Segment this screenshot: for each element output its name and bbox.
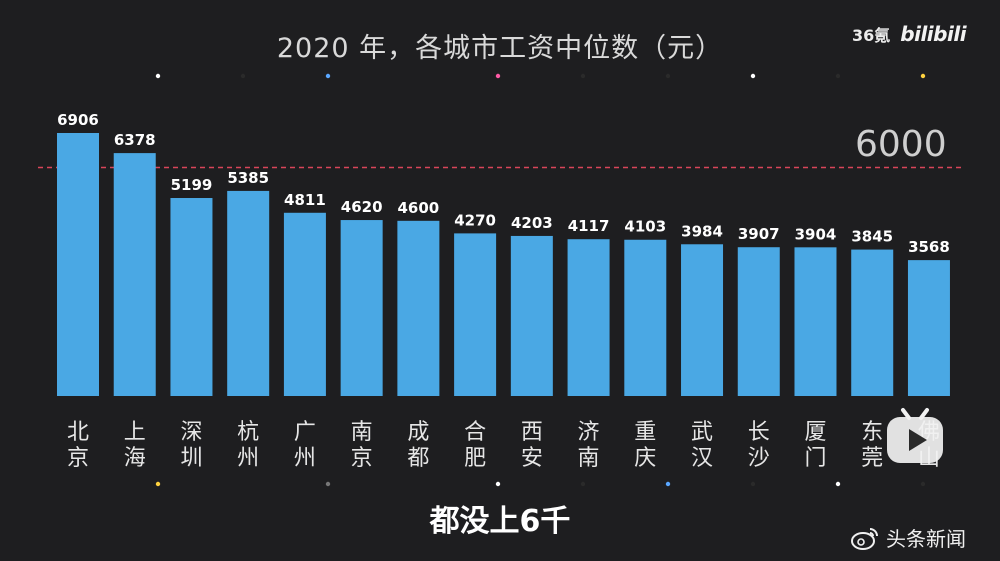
category-label: 肥 (464, 446, 486, 471)
category-label: 成 (407, 420, 429, 445)
subtitle-caption: 都没上6千 (429, 504, 571, 539)
category-label: 杭 (237, 420, 259, 445)
category-label: 庆 (634, 446, 656, 471)
decorative-dot (580, 481, 586, 487)
bar-value-label: 4103 (624, 218, 666, 236)
bilibili-tv-play-icon[interactable] (883, 404, 947, 468)
decorative-dot (835, 481, 841, 487)
bar-value-label: 6906 (57, 111, 99, 129)
bar (567, 239, 610, 396)
watermark-text: 头条新闻 (886, 527, 966, 551)
decorative-dot (835, 73, 841, 79)
decorative-dot (665, 481, 671, 487)
decorative-dot (495, 73, 501, 79)
bar-value-label: 4270 (454, 211, 496, 229)
category-label: 武 (691, 420, 713, 445)
category-label: 南 (578, 446, 600, 471)
bar (57, 133, 99, 396)
category-label: 东 (861, 420, 883, 445)
bar (340, 220, 383, 396)
category-label: 北 (67, 420, 89, 445)
bar (851, 249, 894, 396)
toutiao-watermark: 头条新闻 (850, 523, 966, 552)
category-label: 州 (294, 446, 316, 471)
bar-value-label: 3845 (851, 228, 893, 246)
category-label: 莞 (861, 446, 883, 471)
category-label: 西 (521, 420, 543, 445)
category-label: 合 (464, 420, 486, 445)
bar (624, 239, 667, 396)
category-label: 南 (351, 420, 373, 445)
decorative-dot (155, 73, 161, 79)
category-label: 州 (237, 446, 259, 471)
weibo-icon (851, 527, 878, 550)
category-label: 广 (294, 420, 316, 445)
brand-logos: 36氪 bilibili (852, 22, 967, 46)
category-label: 厦 (804, 420, 826, 445)
decorative-dot (920, 481, 926, 487)
decorative-dot (920, 73, 926, 79)
bar-value-label: 6378 (114, 131, 156, 149)
bar (454, 233, 497, 396)
reference-line-label: 6000 (855, 124, 947, 165)
bar (737, 247, 780, 396)
category-label: 都 (407, 446, 429, 471)
bar (907, 260, 950, 396)
bar-value-label: 3984 (681, 222, 723, 240)
bar-value-label: 4811 (284, 191, 326, 209)
bar (283, 212, 326, 396)
decorative-dot (240, 73, 246, 79)
category-label: 长 (748, 420, 770, 445)
bar-value-label: 5385 (227, 169, 269, 187)
bar (681, 244, 724, 396)
bar-value-label: 4600 (398, 199, 440, 217)
bar (397, 220, 440, 396)
bar (227, 190, 270, 396)
decorative-dot (750, 73, 756, 79)
bar-value-label: 4117 (568, 217, 610, 235)
category-label: 门 (804, 446, 826, 471)
category-label: 海 (124, 446, 146, 471)
category-label: 安 (521, 446, 543, 471)
bar-value-label: 4620 (341, 198, 383, 216)
bar (510, 235, 553, 396)
decorative-dot (325, 73, 331, 79)
bar-value-label: 4203 (511, 214, 553, 232)
bilibili-logo: bilibili (900, 22, 967, 46)
category-label: 深 (180, 420, 202, 445)
category-label: 京 (351, 446, 373, 471)
decorative-dot (580, 73, 586, 79)
bar-value-label: 3907 (738, 225, 780, 243)
category-label: 圳 (180, 446, 202, 471)
decorative-dot (325, 481, 331, 487)
bar-value-label: 3568 (908, 238, 950, 256)
category-label: 济 (578, 420, 600, 445)
category-label: 京 (67, 446, 89, 471)
category-label: 沙 (748, 446, 770, 471)
category-label: 上 (124, 420, 146, 445)
category-label: 汉 (691, 446, 713, 471)
chart-title: 2020 年，各城市工资中位数（元） (276, 33, 724, 64)
category-label: 重 (634, 420, 656, 445)
decorative-dot (155, 481, 161, 487)
bar (170, 198, 213, 396)
decorative-dot (750, 481, 756, 487)
36kr-logo: 36氪 (852, 26, 891, 45)
decorative-dot (665, 73, 671, 79)
bar (113, 153, 156, 396)
bar-value-label: 5199 (171, 176, 213, 194)
bar-value-label: 3904 (795, 225, 837, 243)
decorative-dot (495, 481, 501, 487)
bar (794, 247, 837, 396)
